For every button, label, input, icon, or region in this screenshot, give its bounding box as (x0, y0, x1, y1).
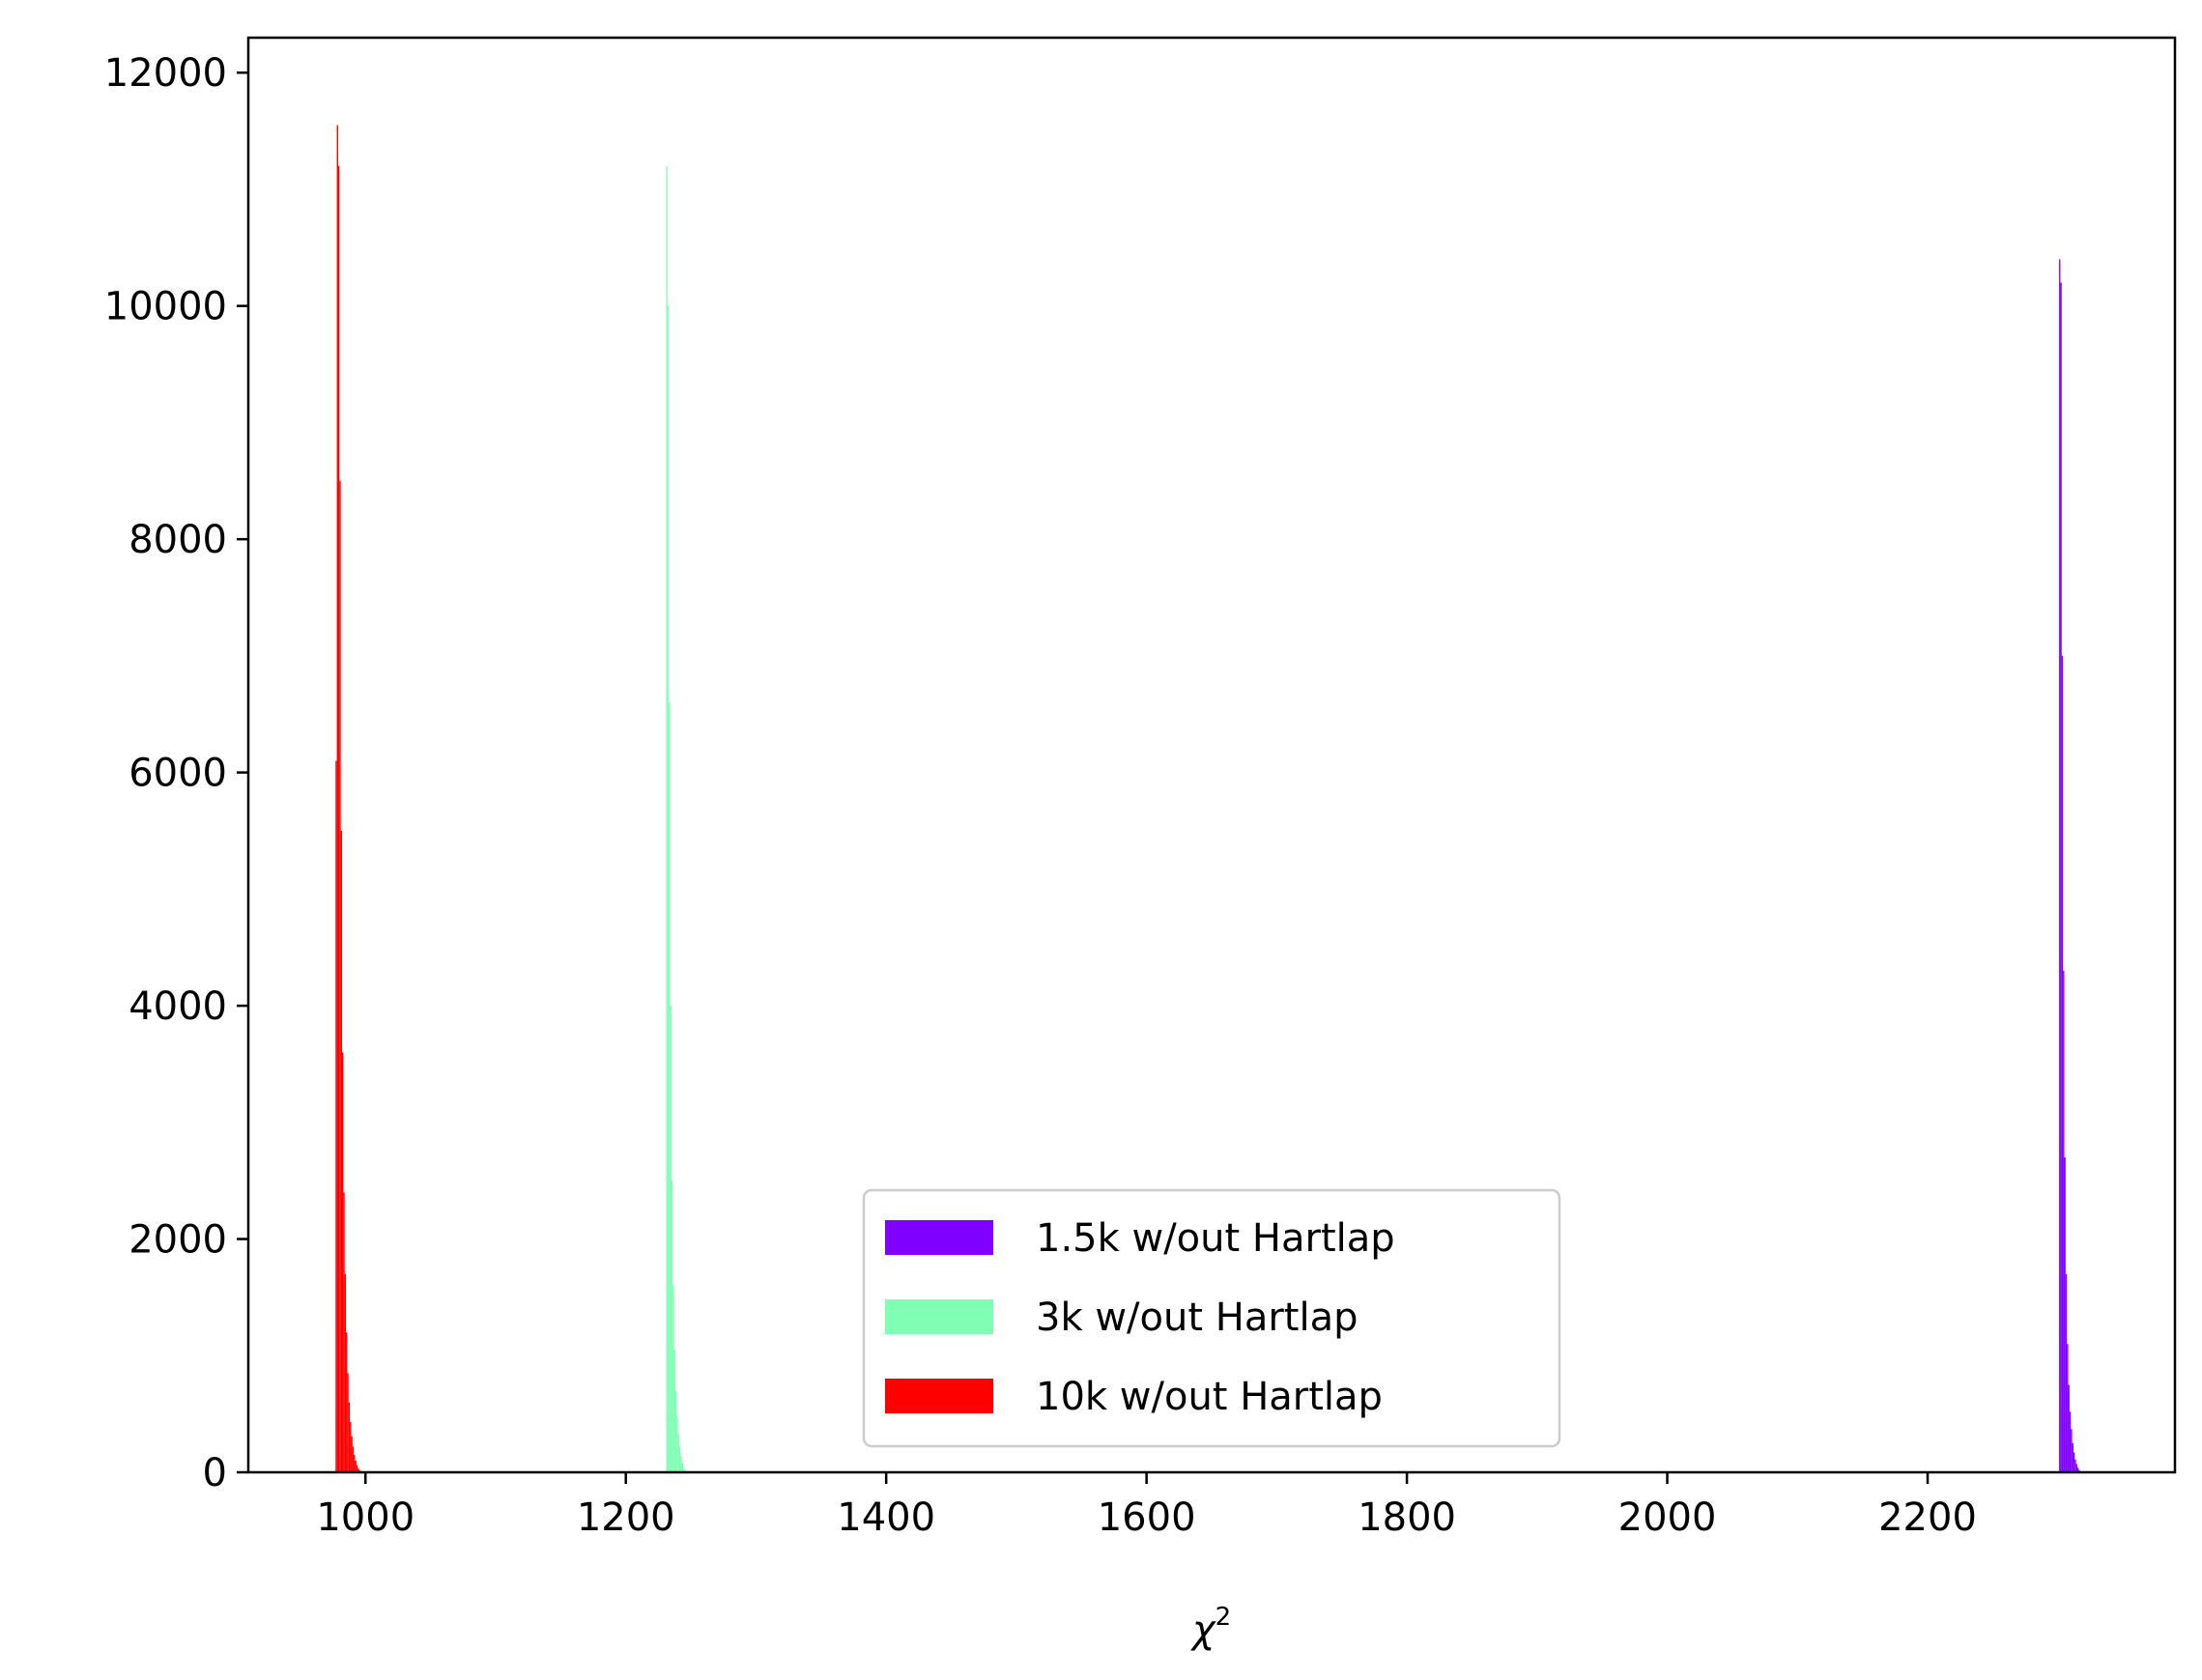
x-tick-label: 1000 (316, 1495, 415, 1540)
legend-label: 3k w/out Hartlap (1036, 1296, 1358, 1340)
histogram-bar (350, 1422, 352, 1472)
y-tick-label: 6000 (129, 752, 227, 796)
histogram-bar (680, 1456, 682, 1472)
histogram-bar (2067, 1344, 2069, 1472)
histogram-bars (335, 125, 2081, 1473)
histogram-bar (2076, 1467, 2079, 1472)
histogram-bar (348, 1402, 351, 1472)
histogram-bar (2063, 970, 2065, 1472)
histogram-bar (670, 1006, 672, 1472)
histogram-bar (2071, 1429, 2073, 1472)
legend-swatch (885, 1299, 993, 1334)
y-tick-label: 0 (203, 1451, 227, 1495)
histogram-bar (355, 1460, 357, 1472)
legend-frame (862, 1188, 1561, 1448)
histogram-bar (343, 1192, 345, 1472)
histogram-bar (667, 305, 670, 1473)
histogram-bar (2064, 1157, 2066, 1472)
histogram-bar (2075, 1464, 2077, 1472)
histogram-bar (337, 165, 340, 1472)
x-tick-label: 1800 (1358, 1495, 1456, 1540)
histogram-bar (342, 1052, 344, 1472)
histogram-bar (2069, 1411, 2072, 1472)
histogram-bar (335, 760, 337, 1472)
y-tick-label: 12000 (104, 51, 227, 96)
x-tick-label: 2200 (1878, 1495, 1977, 1540)
histogram-bar (2059, 259, 2061, 1472)
x-tick-label: 1200 (577, 1495, 675, 1540)
histogram-bar (2068, 1384, 2070, 1472)
histogram-bar (674, 1390, 677, 1472)
x-axis-label: χ2 (1190, 1603, 1231, 1652)
plot-frame (246, 36, 2177, 1474)
legend-swatch (885, 1220, 993, 1255)
legend-label: 10k w/out Hartlap (1036, 1375, 1383, 1419)
histogram-bar (344, 1273, 347, 1472)
series-1 (666, 165, 686, 1473)
histogram-bar (346, 1332, 348, 1472)
histogram-bar (357, 1467, 359, 1472)
x-axis: 1000 1200 1400 1600 1800 2000 2200 (316, 1472, 1977, 1540)
histogram-bar (347, 1373, 349, 1472)
legend: 1.5k w/out Hartlap 3k w/out Hartlap 10k w/… (862, 1188, 1561, 1448)
histogram-bar (669, 702, 671, 1472)
x-tick-label: 1400 (837, 1495, 935, 1540)
histogram-bar (339, 480, 341, 1472)
y-tick-label: 4000 (129, 984, 227, 1029)
y-tick-label: 2000 (129, 1218, 227, 1263)
x-tick-label: 1600 (1098, 1495, 1196, 1540)
histogram-bar (683, 1467, 685, 1472)
histogram-bar (2073, 1452, 2075, 1472)
histogram-bar (336, 125, 338, 1472)
legend-swatch (885, 1379, 993, 1413)
histogram-bar (672, 1285, 674, 1472)
histogram-bar (666, 165, 668, 1472)
histogram-bar (2060, 282, 2062, 1472)
histogram-bar (352, 1446, 355, 1472)
histogram-bar (2065, 1273, 2068, 1472)
histogram-bar (676, 1416, 678, 1472)
x-axis-label-superscript: 2 (1215, 1603, 1232, 1632)
histogram-bar (681, 1463, 683, 1472)
y-tick-label: 8000 (129, 518, 227, 562)
x-tick-label: 2000 (1618, 1495, 1717, 1540)
x-axis-label-base: χ (1190, 1608, 1216, 1652)
histogram-bar (340, 830, 343, 1472)
histogram-bar (677, 1434, 679, 1472)
y-axis: 0 2000 4000 6000 8000 10000 12000 (104, 51, 248, 1495)
legend-label: 1.5k w/out Hartlap (1036, 1216, 1395, 1261)
histogram-bar (678, 1446, 681, 1472)
histogram-bar (351, 1436, 353, 1472)
histogram-bar (354, 1454, 356, 1472)
histogram-bar (2074, 1459, 2076, 1472)
histogram-bar (673, 1350, 675, 1472)
y-tick-label: 10000 (104, 285, 227, 329)
histogram-bar (2061, 655, 2064, 1472)
